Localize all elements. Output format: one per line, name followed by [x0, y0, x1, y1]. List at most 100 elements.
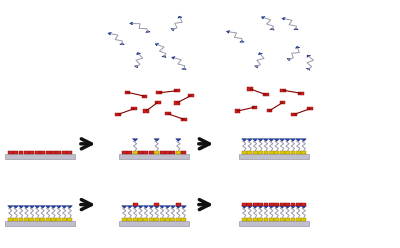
Polygon shape	[138, 206, 143, 208]
Bar	[269, 203, 274, 206]
Bar	[252, 106, 257, 109]
Bar	[285, 218, 290, 221]
Polygon shape	[154, 139, 159, 141]
Polygon shape	[176, 206, 181, 208]
Bar	[258, 218, 263, 221]
Bar	[144, 109, 149, 113]
Polygon shape	[165, 206, 170, 208]
Bar	[170, 151, 175, 154]
Bar	[264, 151, 268, 154]
Bar	[138, 151, 143, 154]
Polygon shape	[67, 206, 72, 208]
Polygon shape	[56, 206, 62, 208]
Polygon shape	[171, 29, 174, 31]
Bar	[290, 218, 295, 221]
Bar	[56, 151, 61, 154]
Bar	[274, 151, 279, 154]
Polygon shape	[306, 68, 310, 70]
Bar	[291, 113, 297, 116]
Bar	[269, 151, 274, 154]
Polygon shape	[13, 206, 18, 208]
Polygon shape	[127, 206, 132, 208]
Polygon shape	[154, 206, 159, 208]
Polygon shape	[263, 139, 268, 141]
Bar	[51, 151, 56, 154]
Bar	[296, 151, 301, 154]
Bar	[280, 89, 286, 92]
Polygon shape	[296, 139, 301, 141]
Bar	[188, 94, 194, 97]
Polygon shape	[108, 32, 111, 35]
Bar	[296, 203, 301, 206]
Bar	[253, 203, 258, 206]
Bar	[181, 151, 186, 154]
Bar	[165, 112, 171, 115]
Polygon shape	[247, 139, 252, 141]
Bar	[133, 218, 138, 221]
Bar	[35, 151, 40, 154]
Polygon shape	[258, 139, 263, 141]
Bar	[67, 218, 72, 221]
Bar	[296, 218, 301, 221]
Bar	[176, 203, 181, 206]
Bar	[160, 218, 164, 221]
Bar	[174, 101, 180, 104]
Bar	[8, 218, 13, 221]
Polygon shape	[178, 16, 182, 18]
Bar	[274, 218, 279, 221]
Polygon shape	[8, 206, 13, 208]
Bar	[298, 92, 304, 95]
Bar	[133, 151, 138, 154]
Polygon shape	[132, 206, 138, 208]
Bar	[154, 151, 159, 154]
Bar	[247, 87, 253, 91]
Polygon shape	[182, 68, 186, 70]
Polygon shape	[301, 206, 306, 208]
Polygon shape	[146, 31, 150, 32]
Polygon shape	[263, 206, 268, 208]
Polygon shape	[62, 206, 67, 208]
Bar	[51, 218, 56, 221]
Polygon shape	[290, 206, 296, 208]
Bar	[247, 218, 252, 221]
Polygon shape	[51, 206, 56, 208]
Polygon shape	[160, 206, 165, 208]
Polygon shape	[240, 40, 244, 42]
Bar	[181, 218, 186, 221]
Polygon shape	[269, 139, 274, 141]
Bar	[290, 203, 295, 206]
Bar	[24, 151, 29, 154]
Bar	[13, 218, 18, 221]
Bar	[144, 218, 148, 221]
Bar	[235, 109, 240, 113]
Polygon shape	[46, 206, 51, 208]
Bar	[242, 203, 247, 206]
Polygon shape	[287, 58, 290, 61]
Polygon shape	[35, 206, 40, 208]
Polygon shape	[296, 206, 301, 208]
Bar	[174, 89, 180, 93]
Bar	[62, 151, 67, 154]
Bar	[176, 151, 181, 154]
Polygon shape	[176, 139, 181, 141]
Polygon shape	[254, 66, 258, 68]
Bar	[247, 151, 252, 154]
Polygon shape	[307, 55, 311, 57]
Polygon shape	[295, 46, 300, 48]
Polygon shape	[285, 139, 290, 141]
Polygon shape	[40, 206, 45, 208]
Polygon shape	[301, 139, 306, 141]
Bar	[165, 151, 170, 154]
Polygon shape	[122, 206, 127, 208]
Polygon shape	[181, 206, 186, 208]
Bar	[307, 107, 313, 110]
Bar	[242, 218, 247, 221]
Polygon shape	[261, 17, 265, 19]
Bar	[144, 151, 148, 154]
Polygon shape	[247, 206, 252, 208]
Polygon shape	[270, 28, 274, 30]
Bar	[264, 203, 268, 206]
Polygon shape	[242, 139, 247, 141]
Bar	[285, 203, 290, 206]
Polygon shape	[29, 206, 34, 208]
